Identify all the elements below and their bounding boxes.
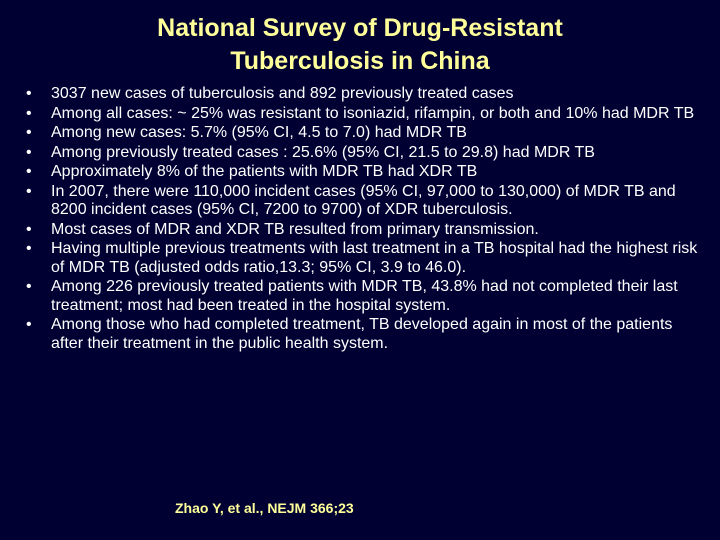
bullet-text: Among previously treated cases : 25.6% (… <box>51 143 595 161</box>
citation: Zhao Y, et al., NEJM 366;23 <box>175 500 354 516</box>
bullet-icon: • <box>26 278 32 295</box>
bullet-item: • Most cases of MDR and XDR TB resulted f… <box>26 221 698 240</box>
bullet-text: Among new cases: 5.7% (95% CI, 4.5 to 7.… <box>51 124 467 141</box>
bullet-item: • In 2007, there were 110,000 incident ca… <box>26 183 698 220</box>
bullet-item: • Among those who had completed treatment… <box>26 316 698 353</box>
bullet-text: 3037 new cases of tuberculosis and 892 p… <box>51 85 514 102</box>
bullet-text: Among those who had completed treatment,… <box>51 316 673 352</box>
bullet-icon: • <box>26 316 32 333</box>
bullet-icon: • <box>26 104 32 122</box>
bullet-icon: • <box>26 182 32 200</box>
bullet-icon: • <box>26 163 32 180</box>
bullet-item: • Among 226 previously treated patients w… <box>26 278 698 315</box>
bullet-item: • 3037 new cases of tuberculosis and 892 … <box>26 85 698 104</box>
bullet-item: • Having multiple previous treatments wit… <box>26 240 698 277</box>
bullet-list: • 3037 new cases of tuberculosis and 892 … <box>26 85 698 354</box>
bullet-icon: • <box>26 143 32 161</box>
bullet-text: Among 226 previously treated patients wi… <box>51 278 678 314</box>
bullet-item: • Among all cases: ~ 25% was resistant to… <box>26 105 698 124</box>
slide-title-line-1: National Survey of Drug-Resistant <box>157 14 563 42</box>
bullet-text: In 2007, there were 110,000 incident cas… <box>51 182 676 219</box>
bullet-item: • Approximately 8% of the patients with M… <box>26 163 698 182</box>
bullet-icon: • <box>26 240 32 257</box>
bullet-item: • Among new cases: 5.7% (95% CI, 4.5 to 7… <box>26 124 698 143</box>
bullet-icon: • <box>26 220 32 238</box>
bullet-text: Approximately 8% of the patients with MD… <box>51 163 478 180</box>
bullet-text: Among all cases: ~ 25% was resistant to … <box>51 104 695 122</box>
bullet-icon: • <box>26 85 32 102</box>
slide-title-line-2: Tuberculosis in China <box>230 47 490 75</box>
bullet-text: Having multiple previous treatments with… <box>51 240 698 276</box>
bullet-icon: • <box>26 124 32 141</box>
bullet-item: • Among previously treated cases : 25.6% … <box>26 144 698 163</box>
bullet-text: Most cases of MDR and XDR TB resulted fr… <box>51 220 539 238</box>
slide-title: National Survey of Drug-Resistant Tuberc… <box>40 12 680 78</box>
